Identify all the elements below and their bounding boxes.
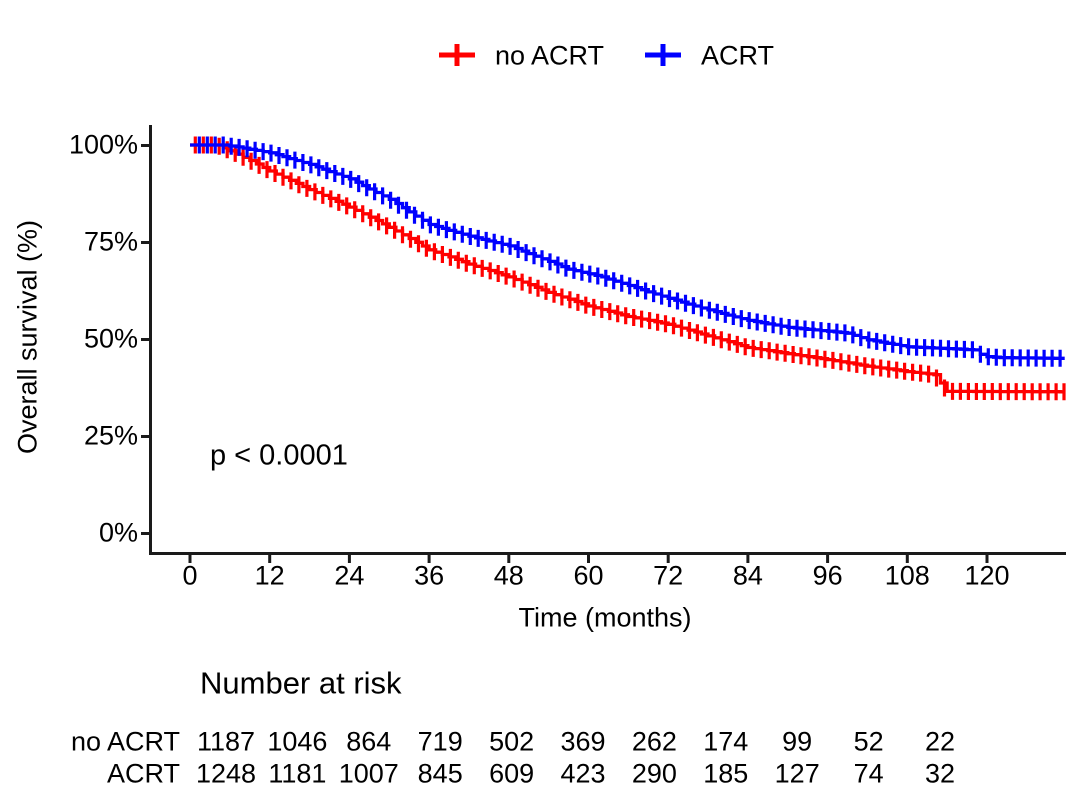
risk-table-title: Number at risk [200, 665, 402, 701]
y-axis-ticks [141, 144, 150, 535]
legend-marker-acrt [645, 43, 681, 67]
plus-icon-vbar [660, 44, 666, 66]
y-tick-label: 75% [83, 226, 138, 257]
risk-count-no-acrt: 99 [782, 726, 813, 757]
legend-label-acrt: ACRT [701, 40, 775, 71]
x-tick-label: 84 [732, 560, 763, 591]
y-tick-label: 25% [83, 420, 138, 451]
x-tick-label: 0 [182, 560, 198, 591]
risk-count-no-acrt: 262 [631, 726, 677, 757]
x-tick-label: 60 [573, 560, 604, 591]
risk-count-acrt: 1181 [268, 758, 327, 789]
y-tick-label: 0% [98, 517, 138, 548]
x-tick-label: 36 [414, 560, 445, 591]
legend-label-no-acrt: no ACRT [495, 40, 605, 71]
risk-count-acrt: 290 [631, 758, 677, 789]
x-tick-label: 24 [334, 560, 365, 591]
risk-count-acrt: 1007 [338, 758, 399, 789]
risk-count-no-acrt: 502 [489, 726, 535, 757]
risk-count-acrt: 423 [560, 758, 606, 789]
y-axis-title: Overall survival (%) [12, 219, 43, 455]
legend-marker-no-acrt [439, 43, 475, 67]
x-axis-title: Time (months) [518, 602, 692, 633]
risk-row-label-no-acrt: no ACRT [70, 726, 180, 757]
pvalue-annotation: p < 0.0001 [210, 439, 348, 472]
plus-icon [439, 43, 475, 67]
risk-count-no-acrt: 22 [924, 726, 956, 757]
plus-icon [645, 43, 681, 67]
km-curve-acrt [190, 143, 1065, 360]
x-axis-ticks [188, 555, 989, 563]
censor-ticks-acrt [197, 136, 1062, 367]
plus-icon-vbar [454, 44, 460, 66]
risk-count-no-acrt: 719 [417, 726, 463, 757]
x-tick-label: 72 [653, 560, 684, 591]
risk-count-no-acrt: 864 [346, 726, 392, 757]
y-tick-label: 50% [83, 323, 138, 354]
risk-row-label-acrt: ACRT [106, 758, 180, 789]
x-tick-label: 96 [812, 560, 843, 591]
x-tick-label: 12 [254, 560, 285, 591]
risk-count-acrt: 1248 [195, 758, 257, 789]
risk-count-acrt: 32 [924, 758, 956, 789]
risk-count-acrt: 845 [417, 758, 463, 789]
x-tick-label: 120 [964, 560, 1010, 591]
risk-count-no-acrt: 52 [853, 726, 884, 757]
risk-count-acrt: 185 [703, 758, 749, 789]
y-tick-label: 100% [68, 129, 138, 160]
x-tick-label: 48 [493, 560, 524, 591]
risk-count-no-acrt: 174 [703, 726, 749, 757]
x-tick-label: 108 [884, 560, 930, 591]
risk-count-no-acrt: 369 [560, 726, 606, 757]
risk-count-acrt: 609 [489, 758, 535, 789]
risk-count-no-acrt: 1046 [267, 726, 328, 757]
risk-count-no-acrt: 1187 [196, 726, 256, 757]
risk-count-acrt: 127 [774, 758, 820, 789]
risk-count-acrt: 74 [853, 758, 884, 789]
